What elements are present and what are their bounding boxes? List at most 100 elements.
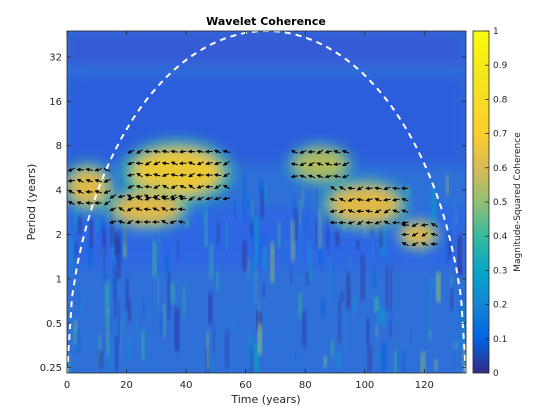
phase-arrow <box>196 184 204 189</box>
phase-arrow <box>67 167 75 172</box>
phase-arrow <box>392 197 400 202</box>
phase-arrow <box>223 161 230 166</box>
texture-streak <box>103 273 108 283</box>
phase-arrow <box>411 222 419 228</box>
texture-streak <box>225 330 229 368</box>
phase-arrow <box>214 196 222 201</box>
x-tick-label: 40 <box>180 380 193 391</box>
texture-streak <box>262 246 267 270</box>
texture-streak <box>212 188 214 214</box>
texture-streak <box>158 220 161 261</box>
texture-streak <box>260 191 265 218</box>
texture-streak <box>406 186 411 196</box>
phase-arrow <box>103 200 111 206</box>
texture-streak <box>98 350 103 368</box>
y-tick-label: 2 <box>56 230 62 241</box>
phase-arrow <box>170 196 178 201</box>
coherence-heatmap <box>67 31 466 373</box>
phase-arrow <box>330 186 337 191</box>
y-tick-label: 0.5 <box>46 319 62 330</box>
phase-arrow <box>307 174 316 179</box>
phase-arrow <box>178 220 186 224</box>
phase-arrow <box>421 242 429 246</box>
phase-arrow <box>179 173 187 178</box>
phase-arrow <box>374 186 382 191</box>
phase-arrow <box>333 174 341 179</box>
y-tick-label: 1 <box>56 274 62 285</box>
texture-streak <box>242 175 246 223</box>
texture-streak <box>102 245 105 257</box>
phase-arrow <box>144 194 151 199</box>
phase-arrow <box>299 174 307 179</box>
y-tick-label: 8 <box>56 141 62 152</box>
phase-arrow <box>169 220 177 224</box>
texture-streak <box>142 297 145 317</box>
phase-arrow <box>153 149 161 154</box>
phase-arrow <box>214 161 222 166</box>
x-axis-label: Time (years) <box>230 393 300 406</box>
phase-arrow <box>290 150 299 154</box>
phase-arrow <box>144 184 152 189</box>
texture-streak <box>375 324 379 338</box>
texture-streak <box>348 250 352 288</box>
x-tick-label: 100 <box>355 380 374 391</box>
colorbar-tick-label: 0.3 <box>493 266 507 276</box>
colorbar-gradient <box>473 31 489 373</box>
texture-streak <box>432 188 436 226</box>
texture-streak <box>271 331 274 373</box>
phase-arrow <box>179 149 187 154</box>
texture-streak <box>128 299 132 322</box>
phase-arrow <box>153 184 161 190</box>
texture-streak <box>310 251 313 263</box>
texture-streak <box>338 298 341 344</box>
texture-streak <box>101 217 106 232</box>
texture-streak <box>307 241 312 280</box>
x-tick-label: 20 <box>120 380 133 391</box>
texture-streak <box>233 198 237 218</box>
phase-arrow <box>356 220 364 225</box>
phase-arrow <box>161 161 170 166</box>
phase-arrow <box>342 162 349 167</box>
texture-streak <box>213 327 216 356</box>
texture-streak <box>452 312 455 358</box>
phase-arrow <box>383 186 391 191</box>
texture-streak <box>177 240 180 262</box>
y-axis-label: Period (years) <box>25 164 38 241</box>
texture-streak <box>261 234 266 246</box>
colorbar-tick-label: 0.4 <box>493 232 508 242</box>
texture-streak <box>430 275 434 294</box>
phase-arrow <box>94 178 102 183</box>
texture-streak <box>328 258 332 302</box>
phase-arrow <box>153 161 161 166</box>
texture-streak <box>216 271 219 291</box>
phase-arrow <box>333 162 341 167</box>
phase-arrow <box>127 184 135 189</box>
y-tick-label: 32 <box>49 52 62 63</box>
phase-arrow <box>161 149 170 154</box>
phase-arrow <box>420 222 429 227</box>
phase-arrow <box>324 162 333 167</box>
phase-arrow <box>316 174 324 179</box>
texture-streak <box>87 240 93 268</box>
phase-arrow <box>347 209 355 214</box>
texture-streak <box>258 300 261 340</box>
texture-streak <box>225 220 228 252</box>
texture-streak <box>254 343 259 373</box>
phase-arrow <box>347 186 355 191</box>
phase-arrow <box>308 161 315 167</box>
texture-streak <box>448 233 452 259</box>
colorbar-tick-label: 0.1 <box>493 335 507 345</box>
texture-streak <box>298 198 302 227</box>
phase-arrow <box>135 184 144 189</box>
texture-streak <box>81 298 84 312</box>
x-tick-label: 120 <box>415 380 434 391</box>
texture-streak <box>262 284 265 297</box>
texture-streak <box>128 335 131 361</box>
texture-streak <box>428 330 432 341</box>
phase-arrow <box>316 162 324 167</box>
texture-streak <box>420 351 426 373</box>
texture-streak <box>433 359 438 371</box>
texture-streak <box>410 330 412 343</box>
phase-arrow <box>401 197 409 202</box>
texture-streak <box>69 236 73 269</box>
